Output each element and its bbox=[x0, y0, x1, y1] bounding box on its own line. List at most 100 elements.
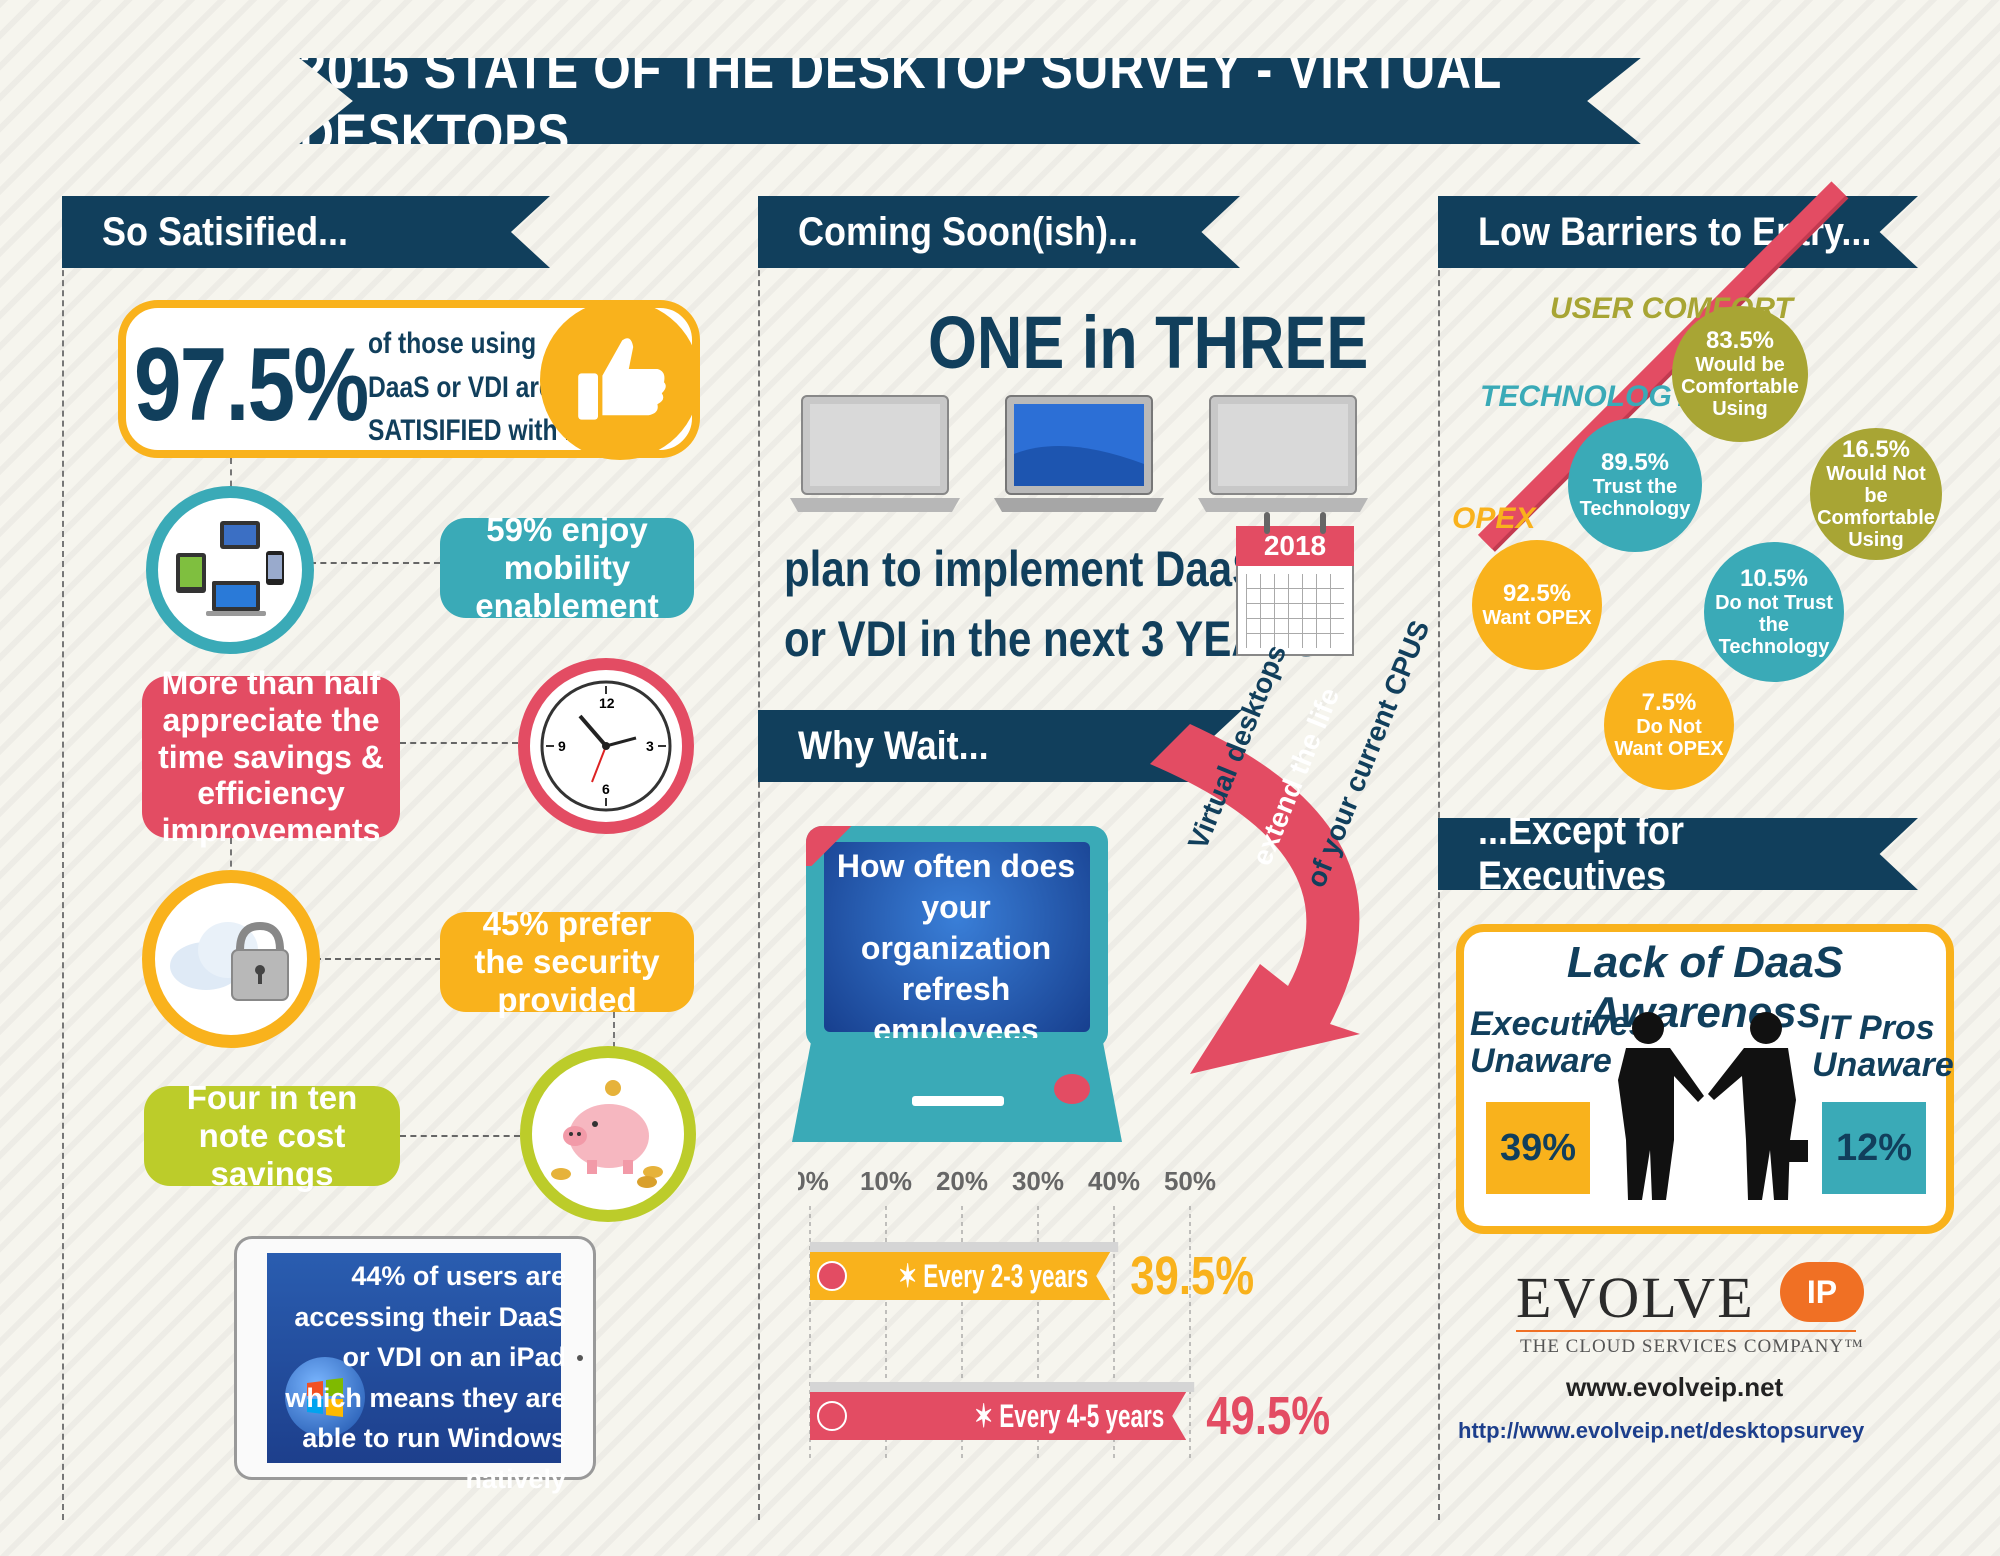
section-heading-text: ...Except for Executives bbox=[1478, 809, 1685, 898]
svg-text:9: 9 bbox=[558, 738, 566, 754]
page-title: 2015 STATE OF THE DESKTOP SURVEY - VIRTU… bbox=[299, 58, 1641, 144]
gift-bow-icon bbox=[1054, 1074, 1090, 1104]
awareness-title: Lack of DaaS Awareness bbox=[1566, 938, 1844, 1037]
bubble-percent: 92.5% bbox=[1502, 579, 1572, 607]
ipad-frame bbox=[234, 1236, 596, 1480]
section-heading-text: Why Wait... bbox=[798, 723, 989, 768]
bubble-text: Would be Comfortable Using bbox=[1681, 354, 1799, 421]
bubble-percent: 89.5% bbox=[1600, 448, 1670, 476]
satisfaction-line-3: SATISIFIED with it bbox=[368, 414, 580, 447]
technology-label: TECHNOLOGY bbox=[1480, 380, 1692, 413]
evolve-ip-logo-cloud: IP bbox=[1780, 1262, 1864, 1322]
bar-value-label: 49.5% bbox=[1206, 1386, 1330, 1446]
logo-tagline: THE CLOUD SERVICES COMPANY™ bbox=[1520, 1336, 1864, 1357]
bubble-percent: 10.5% bbox=[1739, 564, 1809, 592]
bubble-percent: 16.5% bbox=[1841, 435, 1911, 463]
satisfaction-line-2: DaaS or VDI are bbox=[368, 370, 553, 404]
businessman-briefcase-silhouette-icon bbox=[1708, 1012, 1808, 1200]
one-in-three-heading: ONE in THREE bbox=[928, 301, 1369, 384]
bubble-want-opex: 92.5% Want OPEX bbox=[1472, 540, 1602, 670]
connector bbox=[230, 838, 232, 878]
bubble-text: Want OPEX bbox=[1482, 607, 1592, 630]
bubble-trust: 89.5% Trust the Technology bbox=[1568, 418, 1702, 552]
cloud-lock-icon bbox=[142, 870, 320, 1048]
executives-label: Executives Unaware bbox=[1470, 1005, 1648, 1081]
clock-icon: 12 3 6 9 bbox=[518, 658, 694, 834]
gift-bow-icon bbox=[817, 1401, 847, 1431]
x-tick-label: 10% bbox=[860, 1166, 912, 1196]
calendar-year: 2018 bbox=[1236, 526, 1354, 566]
bubble-not-want-opex: 7.5% Do Not Want OPEX bbox=[1604, 660, 1734, 790]
evolve-logo-text: EVOLVE bbox=[1516, 1265, 1755, 1330]
refresh-frequency-chart: 0% 10% 20% 30% 40% 50% ✶ Every 2-3 years 39.5% ✶… bbox=[791, 1160, 1418, 1470]
logo-rule bbox=[1516, 1330, 1856, 1332]
bubble-not-trust: 10.5% Do not Trust the Technology bbox=[1704, 542, 1844, 682]
cost-savings-stat: Four in ten note cost savings bbox=[144, 1079, 400, 1192]
x-tick-label: 40% bbox=[1088, 1166, 1140, 1196]
calendar-icon: 2018 bbox=[1236, 508, 1354, 658]
gift-bow-icon bbox=[817, 1261, 847, 1291]
laptop-icon-highlighted bbox=[994, 394, 1164, 524]
satisfaction-percent: 97.5% bbox=[134, 327, 369, 443]
bubble-comfortable: 83.5% Would be Comfortable Using bbox=[1672, 306, 1808, 442]
bar bbox=[810, 1252, 1111, 1300]
bubble-text: Do Not Want OPEX bbox=[1614, 716, 1724, 761]
satisfaction-line-1: of those using bbox=[368, 327, 537, 360]
mobility-stat: 59% enjoy mobility enablement bbox=[440, 511, 694, 624]
section-heading-executives: ...Except for Executives bbox=[1438, 818, 1918, 890]
svg-text:3: 3 bbox=[646, 738, 654, 754]
bar-category-label: ✶ Every 2-3 years bbox=[898, 1258, 1088, 1294]
plan-line-1: plan to implement DaaS bbox=[784, 541, 1261, 597]
plan-line-2: or VDI in the next 3 YEARS bbox=[784, 611, 1321, 667]
piggy-bank-icon bbox=[520, 1046, 696, 1222]
devices-icon bbox=[146, 486, 314, 654]
section-heading-coming-soon: Coming Soon(ish)... bbox=[758, 196, 1240, 268]
bar-shadow bbox=[810, 1242, 1119, 1252]
bubble-percent: 7.5% bbox=[1641, 688, 1697, 716]
laptop-icon bbox=[790, 394, 960, 524]
ipad-stat: 44% of users are accessing their DaaS or… bbox=[285, 1261, 566, 1494]
bar bbox=[810, 1392, 1187, 1440]
x-tick-label: 20% bbox=[936, 1166, 988, 1196]
curved-arrow bbox=[1150, 724, 1360, 1074]
businessman-silhouette-icon bbox=[1618, 1012, 1704, 1200]
x-tick-label: 30% bbox=[1012, 1166, 1064, 1196]
svg-text:12: 12 bbox=[599, 695, 615, 711]
executives-unaware-percent: 39% bbox=[1486, 1102, 1590, 1194]
connector bbox=[400, 1135, 520, 1137]
bar-shadow bbox=[810, 1382, 1195, 1392]
connector bbox=[230, 458, 232, 498]
x-tick-label: 0% bbox=[798, 1166, 829, 1196]
bubble-text: Do not Trust the Technology bbox=[1715, 592, 1833, 659]
svg-text:6: 6 bbox=[602, 781, 610, 797]
column-divider bbox=[62, 230, 64, 1520]
windows-logo-icon bbox=[285, 1357, 365, 1437]
security-stat: 45% prefer the security provided bbox=[440, 905, 694, 1018]
thumbs-up-icon bbox=[540, 300, 700, 460]
connector bbox=[613, 1012, 615, 1048]
x-tick-label: 50% bbox=[1164, 1166, 1216, 1196]
time-savings-stat: More than half appreciate the time savin… bbox=[142, 665, 400, 848]
bar-chart-svg: 0% 10% 20% 30% 40% 50% ✶ Every 2-3 years 39.5% ✶… bbox=[791, 1166, 1330, 1460]
question-laptop-screen bbox=[806, 826, 1108, 1048]
laptop-icon bbox=[1198, 394, 1368, 524]
section-heading-satisfied: So Satisified... bbox=[62, 196, 550, 268]
section-heading-text: Coming Soon(ish)... bbox=[798, 209, 1138, 254]
ipad-home-button bbox=[577, 1355, 583, 1361]
bubble-percent: 83.5% bbox=[1705, 326, 1775, 354]
bar-value-label: 39.5% bbox=[1130, 1246, 1254, 1306]
connector bbox=[400, 742, 518, 744]
bubble-not-comfortable: 16.5% Would Not be Comfortable Using bbox=[1810, 428, 1942, 560]
it-pros-label: IT Pros Unaware bbox=[1812, 1009, 1954, 1085]
bar-category-label: ✶ Every 4-5 years bbox=[974, 1398, 1164, 1434]
section-heading-why-wait: Why Wait... bbox=[758, 710, 1242, 782]
opex-label: OPEX bbox=[1452, 502, 1536, 535]
bubble-text: Trust the Technology bbox=[1579, 476, 1691, 521]
website-link[interactable]: www.evolveip.net bbox=[1566, 1372, 1784, 1402]
connector bbox=[315, 958, 441, 960]
bubble-text: Would Not be Comfortable Using bbox=[1817, 463, 1935, 552]
survey-url-link[interactable]: http://www.evolveip.net/desktopsurvey bbox=[1458, 1418, 1865, 1443]
section-heading-text: So Satisified... bbox=[102, 209, 349, 254]
connector bbox=[310, 562, 440, 564]
column-divider bbox=[758, 230, 760, 1520]
